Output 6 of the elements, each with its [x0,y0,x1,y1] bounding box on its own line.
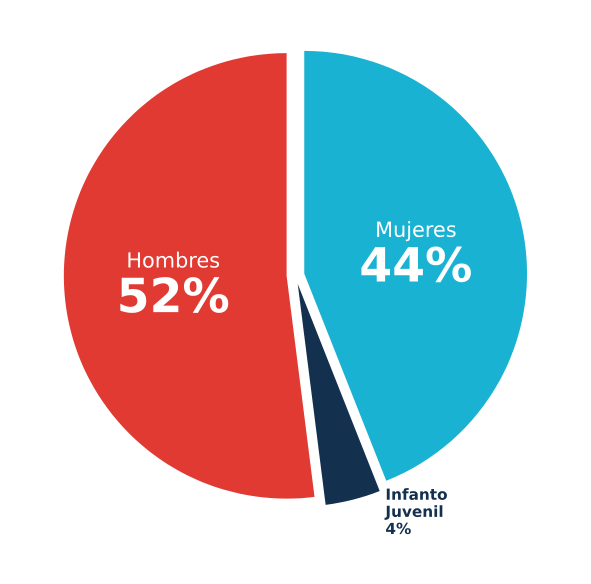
data-label: 4% [386,522,411,534]
slice-label: Infanto Juvenil [384,488,447,520]
slice-label: Mujeres [377,221,456,242]
data-label: 44% [361,246,471,282]
data-label: 52% [120,277,228,313]
slice-label: Hombres [128,252,220,268]
